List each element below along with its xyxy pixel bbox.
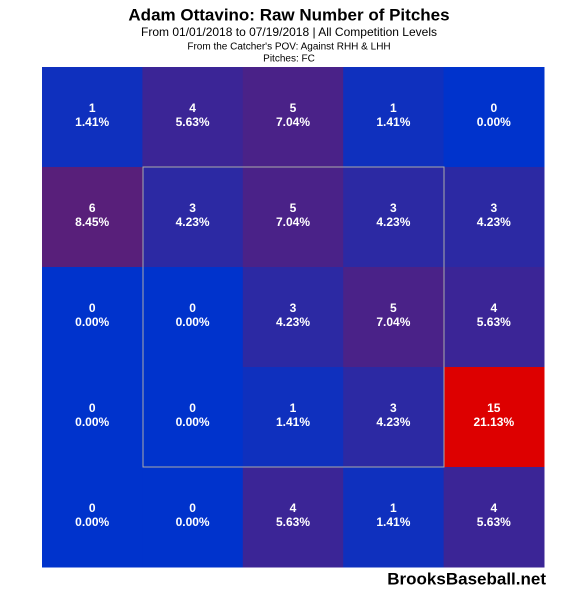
count-label: 0 bbox=[89, 401, 96, 415]
count-label: 3 bbox=[490, 201, 497, 215]
cell bbox=[443, 367, 545, 468]
cell bbox=[443, 167, 545, 268]
percent-label: 4.23% bbox=[376, 215, 410, 229]
count-label: 1 bbox=[290, 401, 297, 415]
count-label: 15 bbox=[487, 401, 501, 415]
count-label: 1 bbox=[390, 101, 397, 115]
percent-label: 5.63% bbox=[477, 515, 511, 529]
subtitle: From 01/01/2018 to 07/19/2018 | All Comp… bbox=[141, 25, 437, 39]
percent-label: 5.63% bbox=[176, 115, 210, 129]
percent-label: 0.00% bbox=[75, 315, 109, 329]
cell bbox=[42, 267, 143, 368]
count-label: 0 bbox=[189, 501, 196, 515]
count-label: 0 bbox=[189, 401, 196, 415]
cell bbox=[443, 67, 545, 168]
pitch-type: Pitches: FC bbox=[263, 54, 315, 65]
count-label: 5 bbox=[390, 301, 397, 315]
cell bbox=[242, 367, 344, 468]
count-label: 0 bbox=[89, 301, 96, 315]
percent-label: 7.04% bbox=[276, 215, 310, 229]
percent-label: 4.23% bbox=[376, 415, 410, 429]
cell bbox=[343, 167, 445, 268]
count-label: 4 bbox=[290, 501, 297, 515]
cell bbox=[142, 67, 244, 168]
percent-label: 1.41% bbox=[376, 115, 410, 129]
count-label: 0 bbox=[189, 301, 196, 315]
cell bbox=[343, 367, 445, 468]
count-label: 0 bbox=[89, 501, 96, 515]
percent-label: 21.13% bbox=[473, 415, 514, 429]
percent-label: 8.45% bbox=[75, 215, 109, 229]
count-label: 5 bbox=[290, 101, 297, 115]
chart-title: Adam Ottavino: Raw Number of Pitches bbox=[128, 5, 449, 24]
count-label: 5 bbox=[290, 201, 297, 215]
percent-label: 0.00% bbox=[176, 315, 210, 329]
cell bbox=[42, 67, 143, 168]
cell bbox=[142, 367, 244, 468]
percent-label: 1.41% bbox=[376, 515, 410, 529]
percent-label: 0.00% bbox=[75, 415, 109, 429]
cell bbox=[343, 467, 445, 568]
percent-label: 0.00% bbox=[176, 415, 210, 429]
cell bbox=[42, 367, 143, 468]
heatmap: 11.41%45.63%57.04%11.41%00.00%68.45%34.2… bbox=[42, 67, 545, 568]
percent-label: 7.04% bbox=[376, 315, 410, 329]
percent-label: 0.00% bbox=[176, 515, 210, 529]
count-label: 1 bbox=[390, 501, 397, 515]
cell bbox=[242, 467, 344, 568]
count-label: 1 bbox=[89, 101, 96, 115]
cell bbox=[242, 267, 344, 368]
count-label: 3 bbox=[390, 401, 397, 415]
cell bbox=[242, 67, 344, 168]
cell bbox=[142, 167, 244, 268]
percent-label: 7.04% bbox=[276, 115, 310, 129]
perspective: From the Catcher's POV: Against RHH & LH… bbox=[187, 42, 390, 53]
count-label: 4 bbox=[490, 501, 497, 515]
percent-label: 4.23% bbox=[477, 215, 511, 229]
count-label: 0 bbox=[490, 101, 497, 115]
percent-label: 0.00% bbox=[75, 515, 109, 529]
cell bbox=[343, 67, 445, 168]
count-label: 4 bbox=[189, 101, 196, 115]
percent-label: 5.63% bbox=[477, 315, 511, 329]
cell bbox=[443, 467, 545, 568]
count-label: 3 bbox=[390, 201, 397, 215]
watermark: BrooksBaseball.net bbox=[387, 569, 546, 588]
cell bbox=[343, 267, 445, 368]
percent-label: 0.00% bbox=[477, 115, 511, 129]
strike-zone bbox=[142, 166, 445, 468]
percent-label: 4.23% bbox=[176, 215, 210, 229]
count-label: 6 bbox=[89, 201, 96, 215]
cell bbox=[443, 267, 545, 368]
cell bbox=[42, 467, 143, 568]
count-label: 3 bbox=[189, 201, 196, 215]
cell bbox=[142, 467, 244, 568]
percent-label: 4.23% bbox=[276, 315, 310, 329]
count-label: 4 bbox=[490, 301, 497, 315]
percent-label: 1.41% bbox=[276, 415, 310, 429]
percent-label: 5.63% bbox=[276, 515, 310, 529]
count-label: 3 bbox=[290, 301, 297, 315]
cell bbox=[142, 267, 244, 368]
cell bbox=[42, 167, 143, 268]
percent-label: 1.41% bbox=[75, 115, 109, 129]
cell bbox=[242, 167, 344, 268]
